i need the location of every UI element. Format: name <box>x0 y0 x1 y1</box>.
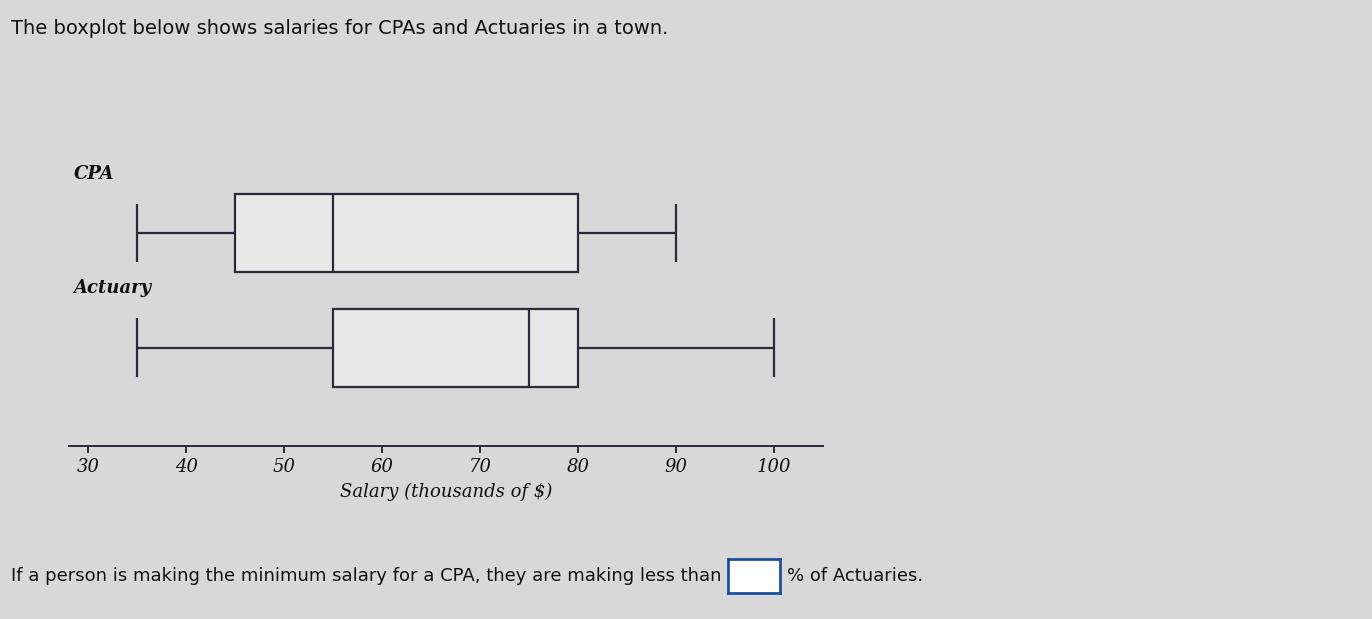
Text: CPA: CPA <box>74 165 114 183</box>
Text: % of Actuaries.: % of Actuaries. <box>788 566 923 585</box>
Text: If a person is making the minimum salary for a CPA, they are making less than: If a person is making the minimum salary… <box>11 566 722 585</box>
Text: The boxplot below shows salaries for CPAs and Actuaries in a town.: The boxplot below shows salaries for CPA… <box>11 19 668 38</box>
Bar <box>333 308 578 387</box>
X-axis label: Salary (thousands of $): Salary (thousands of $) <box>340 483 552 501</box>
Bar <box>235 194 578 272</box>
Text: Actuary: Actuary <box>74 279 152 297</box>
